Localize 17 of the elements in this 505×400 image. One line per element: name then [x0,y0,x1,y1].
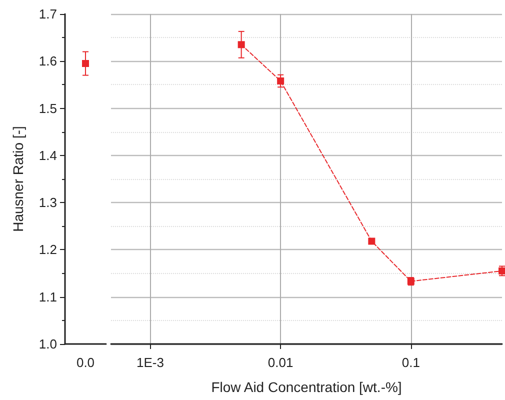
y-axis-title: Hausner Ratio [-] [10,126,26,232]
x-axis-title: Flow Aid Concentration [wt.-%] [211,379,402,395]
point [498,267,505,274]
point [368,238,376,245]
x-tick-label: 0.0 [76,355,95,370]
y-tick-label: 1.5 [38,100,57,116]
x-tick-label: 0.1 [402,355,420,370]
y-tick-label: 1.0 [38,336,57,352]
y-tick-label: 1.4 [38,148,57,163]
point [238,41,245,48]
y-tick-label: 1.7 [38,6,57,22]
x-tick-label: 1E-3 [136,355,164,370]
y-tick-label: 1.1 [38,289,57,304]
y-tick-label: 1.6 [38,54,57,69]
x-tick-label: 0.01 [268,355,294,370]
y-tick-label: 1.2 [38,242,57,258]
y-tick-label: 1.3 [38,195,57,210]
